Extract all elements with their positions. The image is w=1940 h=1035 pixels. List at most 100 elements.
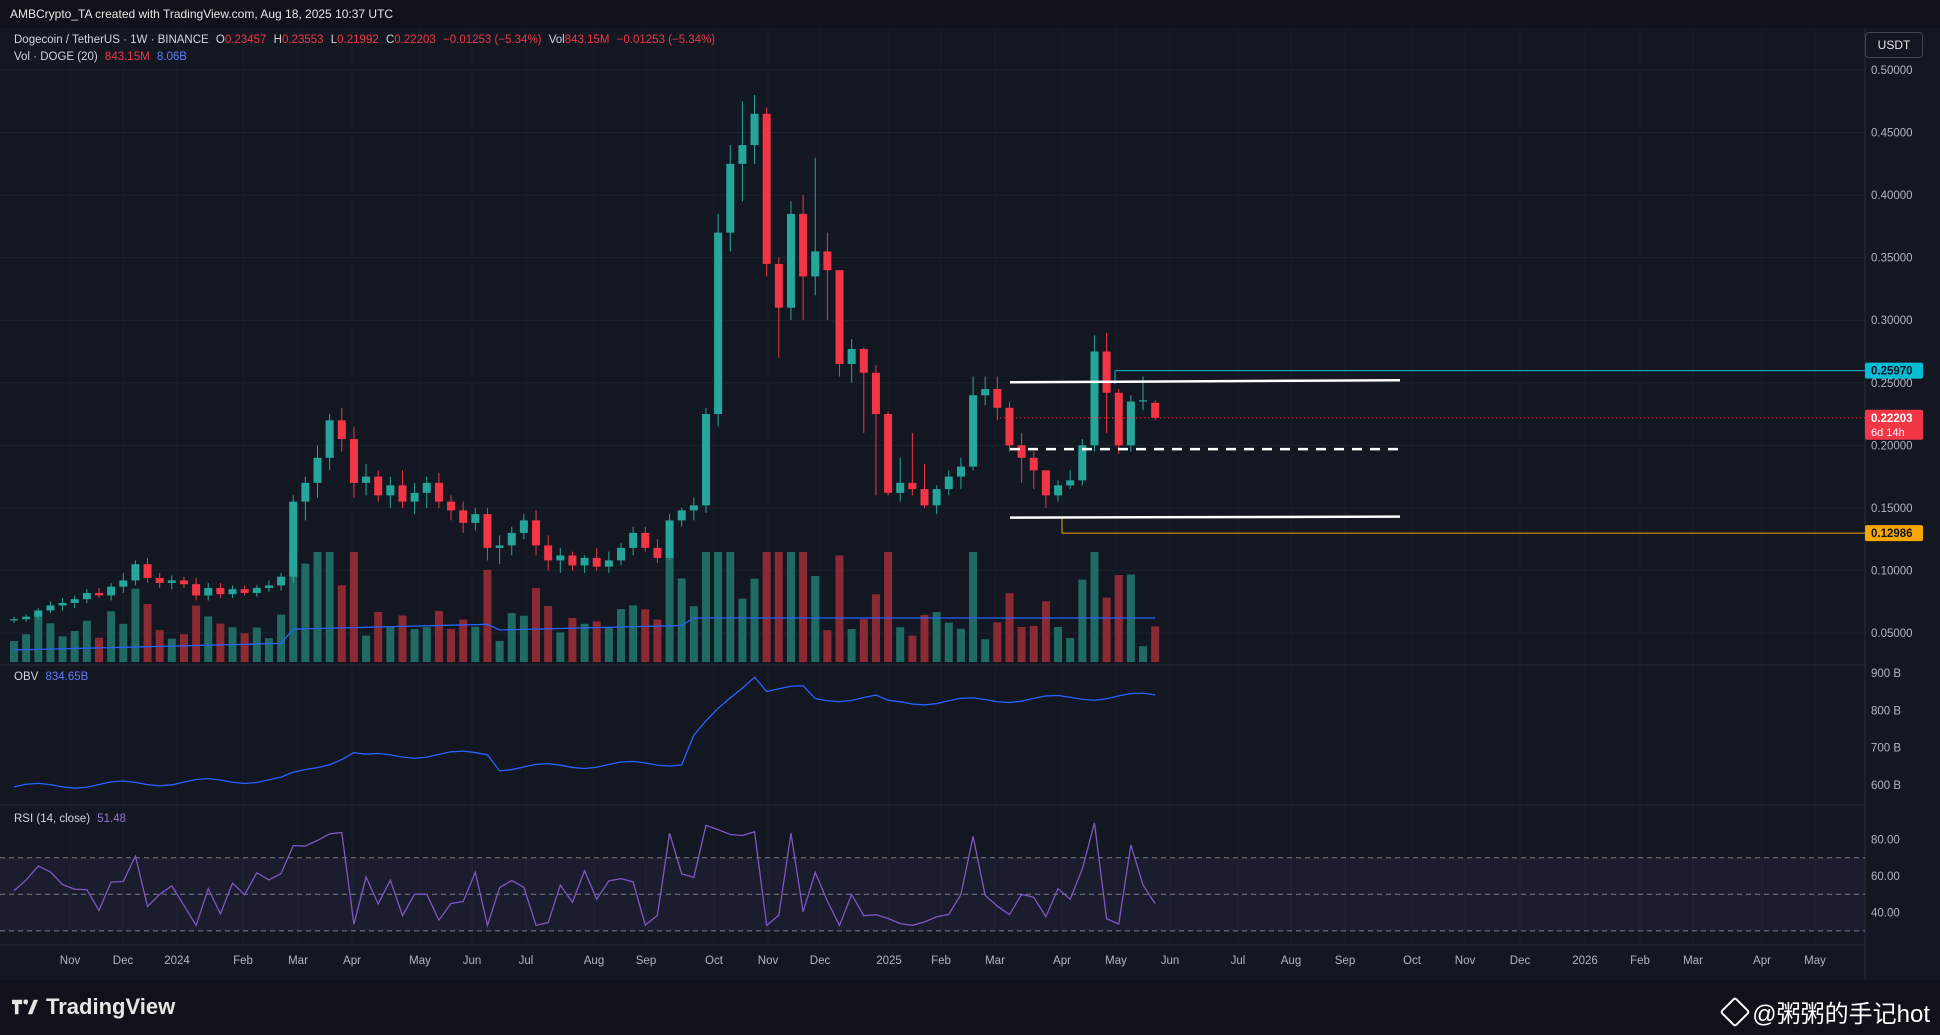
candle-body: [641, 532, 650, 548]
footer-bar: [0, 980, 1940, 1035]
candle-body: [896, 482, 905, 493]
candle-body: [580, 557, 589, 566]
price-tick-label: 0.45000: [1871, 128, 1913, 140]
chart-area[interactable]: 0.50000 0.45000 0.40000 0.35000 0.30000 0.250…: [0, 28, 1940, 980]
candle-body: [1005, 407, 1014, 446]
candle-body: [604, 560, 613, 567]
volume-bar: [932, 612, 941, 662]
time-tick-label: May: [409, 955, 431, 967]
candle-body: [932, 489, 941, 506]
currency-button[interactable]: USDT: [1865, 32, 1923, 58]
candle-body: [447, 501, 456, 511]
countdown-tag: 6d 14h: [1871, 427, 1905, 439]
rsi-legend: RSI (14, close) 51.48: [14, 813, 130, 825]
candle-body: [556, 555, 565, 561]
candle-body: [1078, 445, 1087, 481]
volume-bar: [677, 578, 686, 662]
volume-bar: [750, 578, 759, 662]
volume-legend: Vol · DOGE (20) 843.15M 8.06B: [14, 51, 191, 63]
rsi-band: [0, 857, 1865, 932]
candlestick-chart[interactable]: 0.50000 0.45000 0.40000 0.35000 0.30000 0.250…: [0, 28, 1940, 980]
candle-body: [920, 489, 929, 506]
candle-body: [944, 476, 953, 490]
candle-body: [252, 587, 261, 593]
volume-bar: [1066, 638, 1075, 662]
price-tick-label: 0.15000: [1871, 503, 1913, 515]
candle-body: [1151, 402, 1160, 418]
candle-body: [459, 510, 468, 523]
candle-body: [908, 482, 917, 490]
volume-bar: [143, 604, 152, 662]
candle-body: [179, 580, 188, 585]
volume-bar: [604, 627, 613, 662]
candle-body: [544, 545, 553, 561]
volume-bar: [774, 552, 783, 662]
volume-bar: [82, 620, 91, 662]
candle-body: [738, 145, 747, 164]
volume-bar: [689, 606, 698, 662]
candle-body: [483, 514, 492, 548]
tradingview-logo[interactable]: TradingView: [12, 994, 175, 1020]
volume-bar: [264, 638, 273, 662]
candle-body: [1139, 400, 1148, 402]
volume-bar: [1151, 626, 1160, 662]
volume-bar: [556, 632, 565, 662]
support-tag: 0.12986: [1871, 528, 1913, 540]
time-tick-label: May: [1105, 955, 1127, 967]
volume-bar: [192, 605, 201, 662]
candle-body: [592, 557, 601, 567]
binance-square-icon: [1719, 995, 1751, 1028]
obv-title: OBV: [14, 671, 39, 683]
pane-separators: [0, 28, 1866, 980]
candle-body: [313, 457, 322, 483]
volume-bar: [981, 639, 990, 662]
change-value: −0.01253 (−5.34%): [443, 34, 542, 46]
volume-bar: [447, 629, 456, 662]
candle-body: [762, 113, 771, 264]
volume-bar: [167, 638, 176, 662]
volume-bar: [325, 552, 334, 662]
volume-bar: [410, 629, 419, 662]
open-label: O: [215, 34, 225, 46]
time-tick-label: Feb: [1630, 955, 1650, 967]
candle-body: [240, 589, 249, 593]
time-tick-label: Jul: [1231, 955, 1246, 967]
candle-body: [786, 213, 795, 308]
volume-bar: [1017, 627, 1026, 662]
volume-bar: [896, 627, 905, 662]
rsi-value: 51.48: [97, 813, 127, 825]
time-tick-label: Apr: [343, 955, 361, 967]
price-tick-label: 0.40000: [1871, 190, 1913, 202]
resistance-tag: 0.25970: [1871, 366, 1913, 378]
volume-bar: [956, 628, 965, 662]
candle-body: [192, 584, 201, 596]
volume-bar: [701, 552, 710, 662]
candle-body: [155, 577, 164, 583]
candle-body: [434, 482, 443, 502]
volume-bar: [884, 552, 893, 662]
candle-body: [289, 501, 298, 577]
range-top-line: [1009, 379, 1401, 384]
volume-bar: [46, 623, 55, 662]
volume-bar: [483, 569, 492, 662]
volume-bar: [386, 627, 395, 662]
volume-bar: [313, 552, 322, 662]
close-label: C: [385, 34, 395, 46]
price-axis: 0.50000 0.45000 0.40000 0.35000 0.30000 0.250…: [1865, 65, 1923, 920]
resistance-tag-bg: [1865, 362, 1923, 379]
time-tick-label: May: [1804, 955, 1826, 967]
rsi-title: RSI (14, close): [14, 813, 91, 825]
candle-body: [653, 547, 662, 558]
volume-bar: [1078, 579, 1087, 662]
candle-body: [107, 586, 116, 596]
chart-credit: AMBCrypto_TA created with TradingView.co…: [0, 0, 1940, 28]
volume-bar: [119, 623, 128, 662]
grid-lines: [0, 28, 1865, 945]
price-tick-label: 0.10000: [1871, 565, 1913, 577]
price-tick-label: 0.35000: [1871, 253, 1913, 265]
obv-line: [13, 676, 1156, 789]
volume-bar: [786, 552, 795, 662]
candle-body: [629, 532, 638, 548]
candle-body: [823, 251, 832, 271]
time-tick-label: Aug: [1281, 955, 1301, 967]
